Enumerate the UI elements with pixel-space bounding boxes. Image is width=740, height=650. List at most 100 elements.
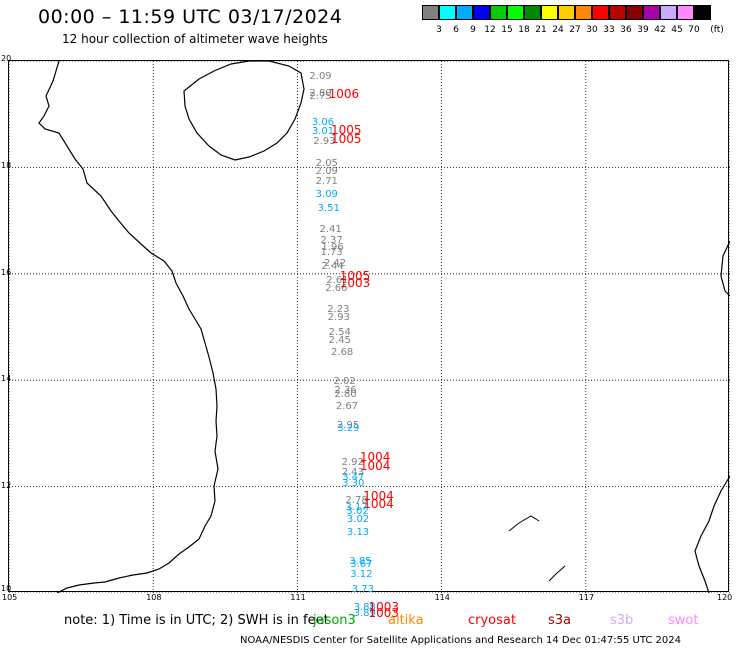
satellite-legend-item: s3a (548, 613, 572, 628)
scale-swatch (609, 5, 626, 20)
wave-height-label: 2.37 (320, 235, 343, 247)
scale-label: 27 (569, 25, 581, 35)
scale-label: 12 (484, 25, 496, 35)
scale-swatch (541, 5, 558, 20)
lon-tick-label: 114 (434, 593, 450, 602)
pressure-label: 1005 (331, 123, 362, 138)
wave-height-label: 3.51 (317, 203, 340, 215)
wave-height-label: 3.89 (353, 607, 376, 619)
scale-swatch (558, 5, 575, 20)
scale-label: 30 (586, 25, 598, 35)
wave-height-label: 2.67 (335, 401, 359, 413)
scale-swatch (439, 5, 456, 20)
map-panel: 2.09 2.80 2.75 3.06 3.01 2.93 2.05 2.09 2.71 3.09… (8, 60, 730, 620)
wave-height-label: 2.44 (321, 261, 344, 273)
wave-height-label: 3.30 (342, 477, 365, 489)
satellite-legend-item: cryosat (468, 613, 516, 628)
map-canvas (9, 61, 730, 593)
scale-label: 9 (470, 25, 476, 35)
wave-height-label: 2.36 (334, 385, 357, 397)
scale-swatch (422, 5, 439, 20)
wave-height-label: 1.73 (320, 247, 343, 259)
lon-tick-label: 108 (146, 593, 162, 602)
wave-height-label: 3.47 (342, 471, 365, 483)
wave-height-label: 2.54 (328, 326, 351, 338)
wave-height-label: 3.02 (346, 514, 370, 526)
scale-unit: (ft) (710, 25, 724, 35)
lon-tick-label: 111 (290, 593, 306, 602)
wave-height-label: 3.06 (311, 117, 335, 129)
wave-height-label: 3.85 (349, 555, 372, 567)
wave-height-label: 2.78 (345, 494, 368, 506)
wave-height-label: 3.88 (353, 601, 376, 613)
scale-swatch (677, 5, 694, 20)
wave-height-label: 2.68 (331, 347, 354, 359)
chart-title: 00:00 – 11:59 UTC 03/17/2024 (38, 6, 343, 28)
scale-label: 6 (453, 25, 459, 35)
wave-height-label: 2.45 (328, 335, 351, 347)
lat-tick-label: 20 (1, 54, 12, 63)
scale-swatch (473, 5, 490, 20)
satellite-legend-item: altika (388, 613, 424, 628)
lat-tick-label: 12 (1, 480, 12, 490)
scale-label: 42 (654, 25, 666, 35)
wave-height-label: 2.92 (341, 456, 364, 468)
wave-height-label: 2.23 (327, 303, 350, 315)
scale-swatch (626, 5, 643, 20)
wave-height-label: 2.75 (309, 91, 332, 103)
wave-height-label: 2.09 (309, 71, 332, 83)
scale-label: 18 (518, 25, 530, 35)
wave-height-label: 2.93 (327, 311, 350, 323)
pressure-label: 1004 (359, 450, 391, 465)
wave-height-label: 2.71 (315, 176, 338, 188)
wave-height-label: 3.29 (337, 422, 360, 434)
coastline-philippines (694, 240, 730, 593)
scale-label: 33 (603, 25, 615, 35)
scale-label: 15 (501, 25, 513, 35)
scale-swatch (694, 5, 711, 20)
wave-height-label: 2.95 (336, 419, 360, 431)
coastline-palawan (508, 515, 566, 582)
lat-tick-label: 10 (1, 584, 12, 593)
scale-swatch (507, 5, 524, 20)
footer-credit: NOAA/NESDIS Center for Satellite Applica… (240, 635, 682, 646)
wave-height-label: 2.09 (315, 165, 338, 177)
wave-height-label: 3.02 (346, 505, 369, 517)
wave-height-label: 2.43 (341, 467, 364, 479)
lon-tick-label: 117 (578, 593, 595, 602)
scale-swatch (456, 5, 473, 20)
wave-height-label: 3.01 (311, 126, 335, 138)
wave-height-label: 1.96 (321, 242, 344, 254)
lon-tick-label: 120 (717, 593, 733, 602)
wave-height-label: 3.73 (351, 583, 374, 595)
lat-tick-label: 18 (1, 161, 12, 171)
wave-height-label: 3.09 (315, 189, 338, 201)
scale-label: 24 (552, 25, 564, 35)
scale-swatch (575, 5, 592, 20)
pressure-label: 1004 (363, 488, 394, 503)
pressure-label: 1004 (363, 496, 394, 511)
wave-height-label: 2.05 (315, 157, 338, 169)
wave-height-label: 2.93 (313, 135, 336, 147)
lon-tick-label: 105 (2, 593, 18, 602)
wave-height-label: 3.13 (346, 527, 370, 539)
wave-height-label: 2.02 (333, 375, 356, 387)
lat-tick-label: 16 (1, 267, 12, 277)
scale-swatch (660, 5, 677, 20)
wave-height-label: 3.12 (350, 569, 373, 581)
satellite-legend-item: jason3 (313, 613, 356, 628)
wave-height-label: 2.66 (325, 282, 348, 294)
scale-label: 39 (637, 25, 649, 35)
wave-height-label: 2.41 (319, 223, 342, 235)
coastline-vietnam (38, 61, 219, 593)
scale-label: 3 (436, 25, 442, 35)
wave-height-label: 2.80 (309, 87, 332, 99)
scale-label: 45 (671, 25, 683, 35)
scale-swatch (490, 5, 507, 20)
lat-tick-label: 14 (1, 374, 12, 384)
graticule (9, 61, 730, 593)
pressure-label: 1004 (359, 459, 391, 474)
scale-label: 21 (535, 25, 547, 35)
island-hainan (183, 61, 305, 161)
pressure-label: 1003 (368, 600, 400, 615)
